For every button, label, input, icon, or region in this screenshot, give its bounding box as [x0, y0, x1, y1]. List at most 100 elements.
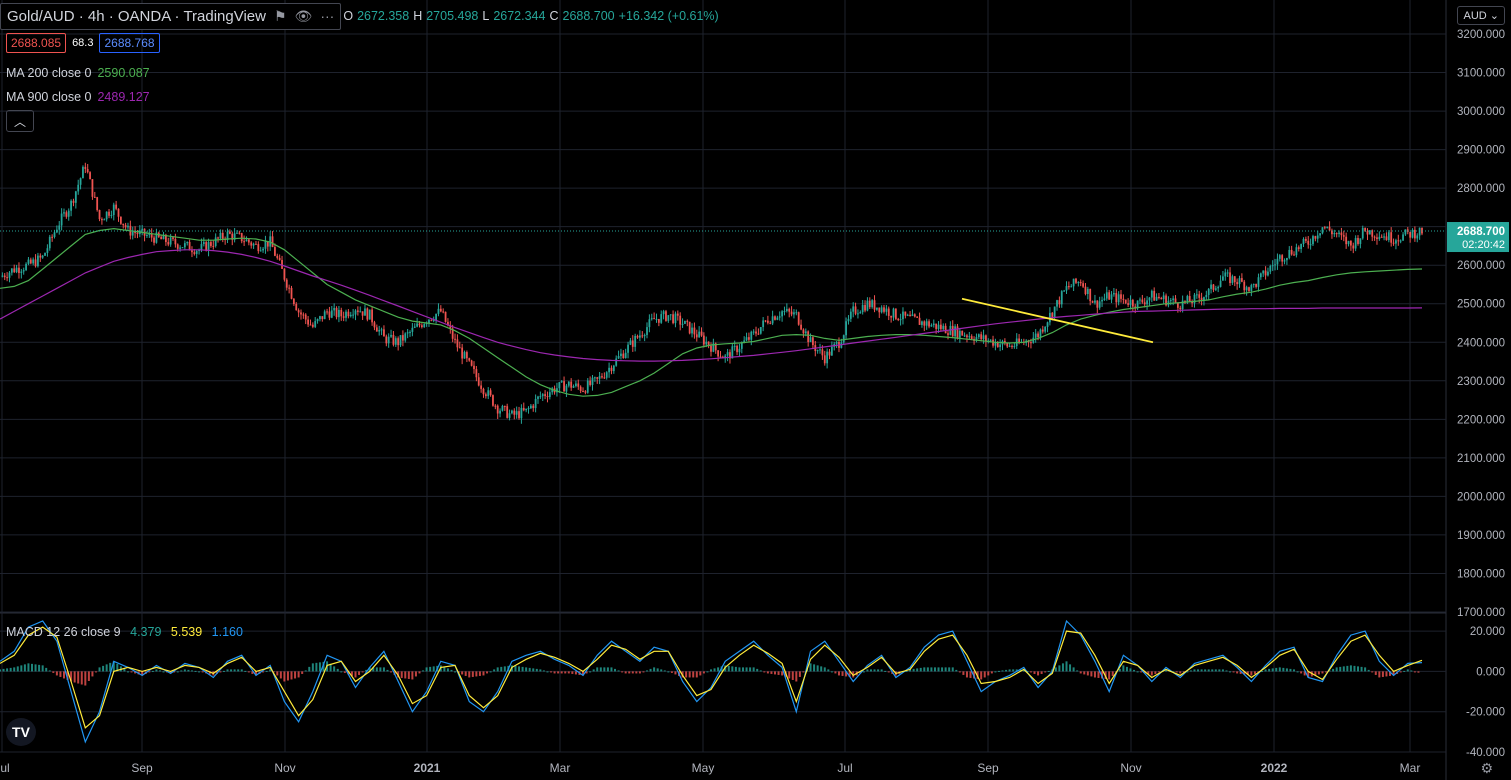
candle-body: [32, 259, 35, 264]
candle-body: [977, 334, 980, 338]
macd-histogram-bar: [948, 667, 951, 672]
ma900-legend[interactable]: MA 900 close 0 2489.127: [6, 90, 150, 104]
macd-histogram-bar: [247, 671, 250, 673]
ma200-line[interactable]: [0, 227, 1423, 397]
candle-body: [1245, 287, 1248, 291]
settings-gear-icon[interactable]: ⚙: [1480, 760, 1493, 776]
candle-body: [281, 260, 283, 269]
candle-body: [82, 166, 84, 179]
tradingview-logo[interactable]: TV: [6, 718, 36, 746]
candle-body: [198, 249, 200, 251]
candle-body: [101, 219, 103, 221]
trendline-drawing[interactable]: [961, 297, 1154, 344]
macd-histogram-bar: [1211, 669, 1214, 672]
macd-histogram-bar: [222, 670, 225, 672]
candle-body: [461, 347, 464, 359]
candle-body: [458, 347, 461, 349]
macd-line[interactable]: [0, 619, 1423, 744]
candle-body: [463, 352, 466, 359]
candle-body: [861, 305, 864, 313]
candle-body: [1070, 286, 1073, 288]
macd-histogram-bar: [176, 671, 179, 673]
candle-body: [1392, 242, 1395, 244]
eye-icon[interactable]: 👁: [294, 7, 313, 24]
candle-body: [515, 411, 518, 415]
macd-histogram-bar: [240, 669, 243, 672]
candle-body: [928, 321, 930, 327]
candle-body: [769, 322, 772, 324]
candle-body: [319, 316, 321, 320]
macd-histogram-bar: [34, 664, 37, 672]
macd-histogram-bar: [734, 666, 737, 672]
candle-body: [781, 311, 783, 317]
ma900-line[interactable]: [0, 249, 1423, 362]
ma200-legend[interactable]: MA 200 close 0 2590.087: [6, 66, 150, 80]
ohlc-values: O 2672.358 H 2705.498 L 2672.344 C 2688.700 …: [343, 9, 718, 23]
macd-histogram-bar: [1285, 668, 1288, 672]
candle-body: [368, 309, 371, 320]
candle-body: [51, 236, 54, 238]
candle-body: [866, 300, 869, 311]
macd-histogram-bar: [1221, 669, 1224, 672]
signal-line[interactable]: [0, 626, 1423, 729]
price-axis[interactable]: [1446, 0, 1511, 780]
symbol-title[interactable]: Gold/AUD · 4h · OANDA · TradingView: [7, 7, 266, 25]
macd-histogram-bar: [443, 666, 446, 672]
macd-histogram-bar: [550, 671, 553, 673]
last-price-badge[interactable]: [1447, 222, 1509, 253]
macd-histogram-bar: [713, 668, 716, 672]
macd-histogram-bar: [1360, 666, 1363, 672]
candle-body: [1368, 230, 1371, 235]
candle-body: [750, 331, 753, 340]
macd-histogram-bar: [628, 671, 631, 674]
macd-histogram-bar: [869, 669, 872, 672]
macd-histogram-bar: [567, 671, 570, 674]
macd-histogram-bar: [1239, 671, 1242, 674]
price-tick-label: 2300.000: [1457, 376, 1505, 388]
macd-histogram-bar: [1026, 670, 1029, 672]
collapse-legend-button[interactable]: ︿: [6, 110, 34, 132]
candle-body: [584, 391, 587, 393]
candle-body: [1053, 306, 1056, 317]
candle-body: [771, 316, 774, 324]
candle-body: [958, 330, 961, 338]
macd-histogram-bar: [749, 667, 752, 672]
candle-body: [361, 311, 364, 316]
header-legend: Gold/AUD · 4h · OANDA · TradingView ⚑ 👁 …: [0, 0, 719, 32]
flag-icon[interactable]: ⚑: [273, 7, 287, 24]
sell-price-button[interactable]: 2688.085: [6, 33, 67, 53]
candle-body: [340, 309, 343, 317]
candle-body: [1331, 230, 1333, 235]
macd-tick-label: 20.000: [1470, 626, 1505, 638]
candle-body: [430, 319, 433, 321]
candle-body: [172, 237, 174, 239]
macd-histogram-bar: [848, 671, 851, 677]
macd-histogram-bar: [233, 669, 236, 672]
candle-body: [210, 242, 212, 246]
macd-histogram-bar: [84, 671, 87, 686]
candle-body: [58, 225, 61, 230]
macd-histogram-bar: [41, 665, 44, 672]
macd-histogram-bar: [187, 669, 190, 672]
more-icon[interactable]: ···: [320, 8, 335, 24]
candle-body: [999, 344, 1002, 348]
candle-body: [1380, 236, 1383, 238]
candle-body: [601, 376, 603, 378]
candle-body: [1259, 273, 1262, 278]
buy-price-button[interactable]: 2688.768: [99, 33, 160, 53]
candle-body: [285, 279, 288, 288]
candle-body: [1108, 292, 1111, 300]
macd-histogram-bar: [1065, 661, 1068, 672]
macd-legend[interactable]: MACD 12 26 close 9 4.379 5.539 1.160: [6, 625, 249, 639]
candle-body: [1366, 231, 1369, 235]
macd-histogram-bar: [411, 671, 414, 680]
symbol-title-box[interactable]: Gold/AUD · 4h · OANDA · TradingView ⚑ 👁 …: [0, 2, 342, 30]
candle-body: [598, 376, 601, 379]
candle-body: [484, 394, 487, 397]
currency-dropdown[interactable]: AUD ⌄: [1457, 6, 1505, 25]
high-label: H: [413, 9, 423, 23]
macd-histogram-bar: [450, 669, 453, 672]
macd-histogram-bar: [599, 667, 602, 672]
candle-body: [1288, 249, 1291, 258]
